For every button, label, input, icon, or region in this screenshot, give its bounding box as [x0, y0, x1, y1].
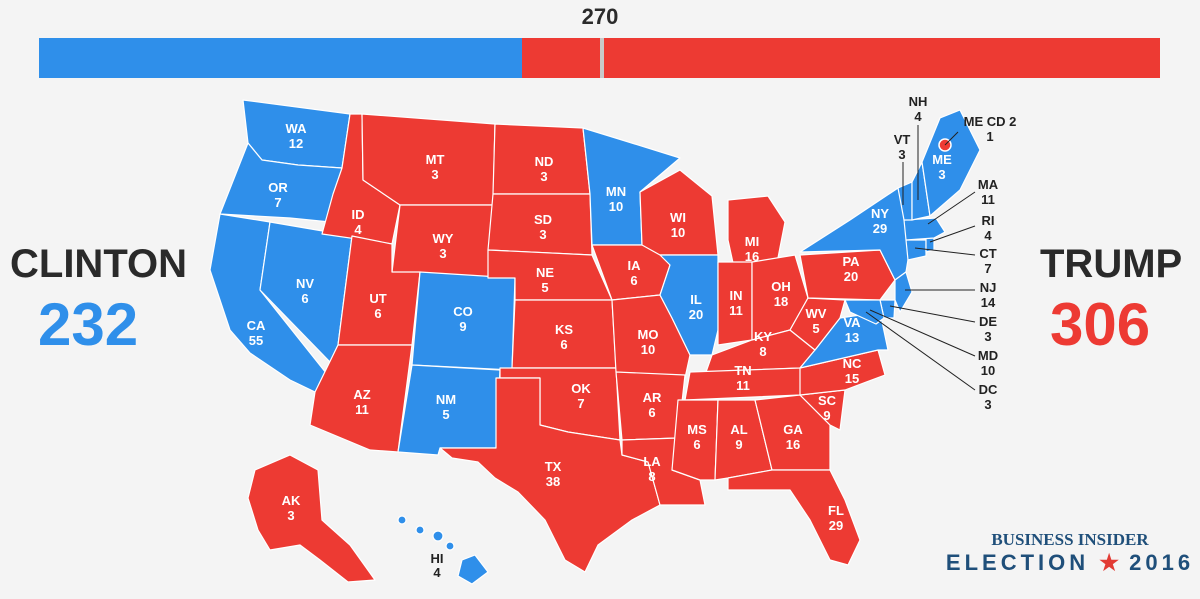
label-wv: WV 5: [806, 306, 827, 336]
leader-lines: [865, 125, 976, 391]
threshold-label: 270: [581, 4, 619, 29]
label-ak: AK 3: [282, 493, 301, 523]
label-nh: NH 4: [909, 94, 928, 124]
election-wordmark: ELECTION ★ 2016: [945, 550, 1195, 576]
label-mi: MI 16: [745, 234, 759, 264]
state-ga: [754, 394, 831, 471]
state-ms: [671, 399, 719, 481]
state-ak: [247, 454, 376, 583]
trump-votes: 306: [1050, 291, 1151, 358]
state-az: [309, 344, 413, 453]
star-icon: ★: [1099, 550, 1119, 575]
label-mt: MT 3: [426, 152, 445, 182]
label-ca: CA 55: [247, 318, 266, 348]
label-dc: DC 3: [979, 382, 998, 412]
label-az: AZ 11: [353, 387, 370, 417]
label-wa: WA 12: [286, 121, 308, 151]
label-ma: MA 11: [978, 177, 999, 207]
state-fl: [727, 469, 861, 566]
state-hi-island-2: [415, 525, 425, 535]
label-ks: KS 6: [555, 322, 573, 352]
leader-de: [889, 305, 976, 323]
state-ma: [903, 217, 946, 241]
label-la: LA 8: [643, 454, 661, 484]
threshold-marker: [599, 38, 604, 78]
label-ky: KY 8: [754, 329, 772, 359]
label-ok: OK 7: [571, 381, 591, 411]
leader-ct: [914, 247, 976, 256]
state-hi: [457, 554, 489, 585]
label-ct: CT 7: [979, 246, 996, 276]
label-ne: NE 5: [536, 265, 554, 295]
leader-md: [869, 309, 976, 357]
label-nm: NM 5: [436, 392, 456, 422]
label-ga: GA 16: [783, 422, 803, 452]
state-hi-island-3: [432, 530, 444, 542]
label-nj: NJ 14: [980, 280, 997, 310]
state-me: [921, 109, 981, 217]
election-word: ELECTION: [945, 550, 1090, 575]
trump-name: TRUMP: [1040, 242, 1183, 286]
label-ms: MS 6: [687, 422, 707, 452]
label-de: DE 3: [979, 314, 997, 344]
clinton-votes: 232: [38, 291, 139, 358]
label-nc: NC 15: [843, 356, 862, 386]
label-ia: IA 6: [628, 258, 642, 288]
label-ar: AR 6: [643, 390, 662, 420]
electoral-vote-bar: [39, 38, 1160, 78]
label-fl: FL 29: [828, 503, 844, 533]
label-mo: MO 10: [638, 327, 659, 357]
label-il: IL 20: [689, 292, 703, 322]
clinton-bar-segment: [39, 38, 523, 78]
label-tn: TN 11: [734, 363, 751, 393]
state-hi-island-1: [397, 515, 407, 525]
business-insider-branding: BUSINESS INSIDER ELECTION ★ 2016: [945, 530, 1195, 576]
label-vt: VT 3: [894, 132, 911, 162]
trump-bar-segment: [522, 38, 1160, 78]
label-oh: OH 18: [771, 279, 791, 309]
label-in: IN 11: [729, 288, 743, 318]
publisher-name: BUSINESS INSIDER: [991, 530, 1149, 549]
label-id: ID 4: [352, 207, 365, 237]
label-sd: SD 3: [534, 212, 552, 242]
leader-ri: [929, 225, 976, 243]
election-year: 2016: [1129, 550, 1195, 575]
state-nj: [894, 271, 913, 313]
label-ri: RI 4: [982, 213, 995, 243]
label-ny: NY 29: [871, 206, 889, 236]
label-wi: WI 10: [670, 210, 686, 240]
leader-me-cd2: [944, 131, 959, 146]
label-va: VA 13: [843, 315, 861, 345]
state-wv: [789, 297, 846, 351]
clinton-name: CLINTON: [10, 242, 188, 286]
label-mn: MN 10: [606, 184, 626, 214]
label-tx: TX 38: [545, 459, 562, 489]
label-wy: WY 3: [433, 231, 454, 261]
state-ct: [905, 239, 927, 261]
label-nv: NV 6: [296, 276, 314, 306]
label-al: AL 9: [730, 422, 747, 452]
state-tx: [439, 377, 661, 573]
label-md: MD 10: [978, 348, 998, 378]
state-hi-island-4: [445, 541, 455, 551]
label-pa: PA 20: [842, 254, 860, 284]
label-co: CO 9: [453, 304, 473, 334]
label-sc: SC 9: [818, 393, 837, 423]
label-nd: ND 3: [535, 154, 554, 184]
label-ut: UT 6: [369, 291, 386, 321]
label-hi: HI 4: [431, 551, 444, 580]
leader-ma: [927, 191, 976, 225]
leader-dc: [865, 311, 976, 391]
label-or: OR 7: [268, 180, 288, 210]
label-me: ME 3: [932, 152, 952, 182]
